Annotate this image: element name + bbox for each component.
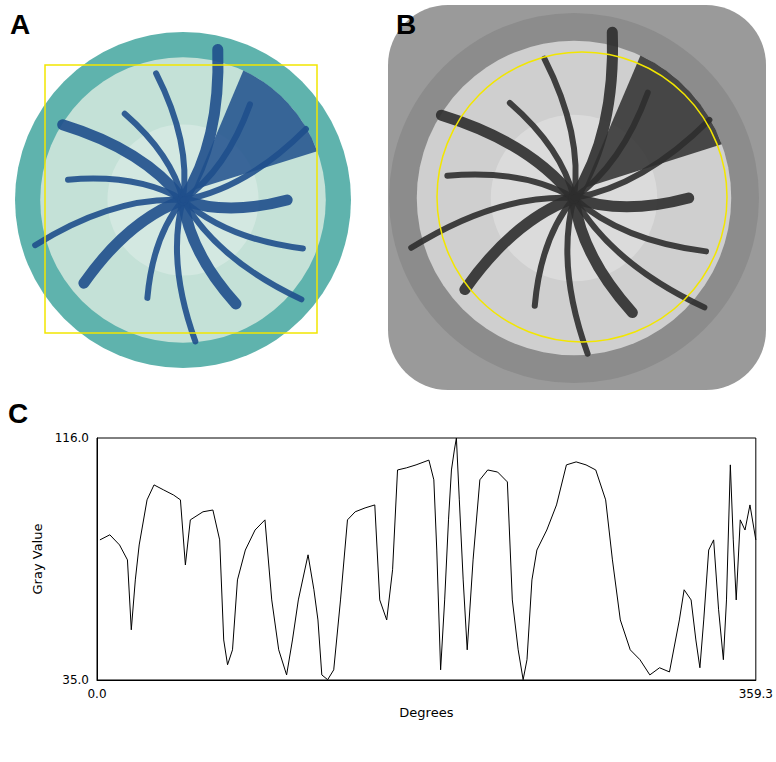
svg-text:Gray Value: Gray Value	[30, 524, 45, 595]
html-text:C: C	[8, 398, 29, 429]
svg-text:0.0: 0.0	[87, 687, 106, 701]
svg-text:35.0: 35.0	[62, 673, 89, 687]
svg-text:B: B	[396, 9, 416, 40]
svg-text:Degrees: Degrees	[399, 705, 453, 720]
svg-text:A: A	[10, 9, 30, 40]
svg-text:116.0: 116.0	[55, 431, 89, 445]
svg-text:359.3: 359.3	[739, 687, 773, 701]
